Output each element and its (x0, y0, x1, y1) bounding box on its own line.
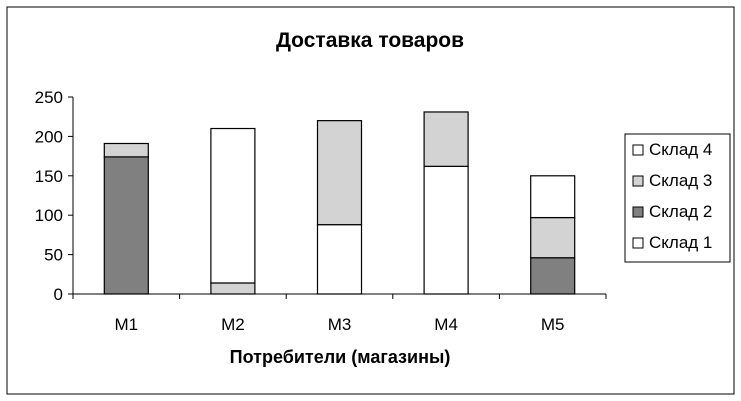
x-axis-title: Потребители (магазины) (230, 347, 451, 367)
legend-swatch (632, 175, 644, 187)
bar-m3-series-3 (316, 120, 363, 226)
x-tick-label-m2: M2 (221, 315, 245, 334)
bar-m2-series-4 (210, 127, 256, 284)
y-tick-label: 50 (44, 246, 63, 265)
bar-m3-series-1 (316, 224, 363, 295)
legend-entry-label: Склад 3 (649, 171, 712, 190)
y-tick-label: 200 (35, 127, 63, 146)
bar-m4-series-3 (423, 111, 469, 167)
y-tick-label: 250 (35, 88, 63, 107)
legend: Склад 4 Склад 3 Склад 2 Склад 1 (624, 133, 731, 263)
bars-layer (103, 111, 576, 295)
axes-layer: 0 50 100 150 200 250 M1 M2 M3 M4 M5 (35, 88, 607, 334)
legend-entry-label: Склад 2 (649, 202, 712, 221)
bar-m5-series-3 (530, 216, 576, 259)
x-tick-label-m4: M4 (434, 315, 458, 334)
legend-swatch (632, 206, 644, 218)
y-tick-label: 150 (35, 167, 63, 186)
bar-m5-series-2 (530, 257, 576, 295)
y-tick-label: 100 (35, 206, 63, 225)
legend-swatch (632, 237, 644, 249)
legend-entry-label: Склад 1 (649, 233, 712, 252)
bar-m2-series-3 (210, 282, 256, 295)
chart-title: Доставка товаров (276, 29, 464, 52)
y-tick-label: 0 (54, 285, 63, 304)
x-tick-label-m5: M5 (541, 315, 565, 334)
x-tick-label-m3: M3 (328, 315, 352, 334)
legend-entry-label: Склад 4 (649, 140, 712, 159)
bar-m5-series-4 (530, 175, 576, 219)
bar-m1-series-3 (103, 142, 149, 158)
x-tick-label-m1: M1 (114, 315, 138, 334)
bar-m4-series-1 (423, 165, 469, 295)
legend-swatch (632, 144, 644, 156)
bar-m1-series-2 (103, 156, 149, 295)
